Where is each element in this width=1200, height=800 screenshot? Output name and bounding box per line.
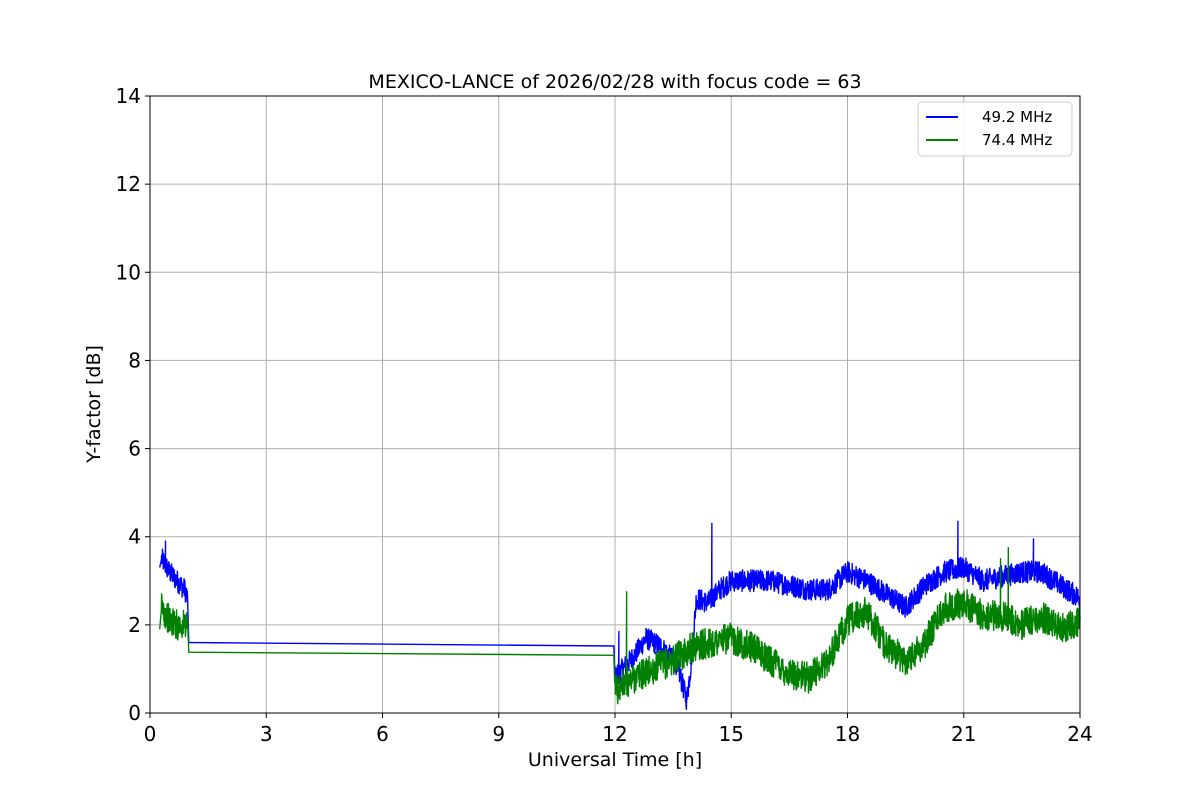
legend-box: [917, 101, 1073, 157]
y-tick-label: 6: [128, 437, 141, 461]
x-tick-label: 18: [835, 722, 860, 746]
x-tick-label: 3: [260, 722, 273, 746]
x-tick-label: 6: [376, 722, 389, 746]
y-tick-label: 10: [116, 260, 141, 284]
y-tick-label: 4: [128, 525, 141, 549]
y-tick-label: 8: [128, 348, 141, 372]
legend-entry-74-4-mhz: 74.4 MHz: [982, 131, 1052, 149]
x-tick-label: 15: [719, 722, 744, 746]
x-tick-label: 9: [492, 722, 505, 746]
x-axis-label: Universal Time [h]: [528, 749, 702, 771]
legend: 49.2 MHz 74.4 MHz: [917, 101, 1073, 157]
x-tick-label: 12: [602, 722, 627, 746]
x-tick-label: 21: [951, 722, 976, 746]
x-tick-label: 24: [1067, 722, 1092, 746]
y-tick-label: 12: [116, 172, 141, 196]
x-tick-label: 0: [144, 722, 157, 746]
series-line-74-4-mhz: [158, 547, 1081, 705]
legend-entry-49-2-mhz: 49.2 MHz: [982, 108, 1052, 126]
chart-title: MEXICO-LANCE of 2026/02/28 with focus co…: [368, 71, 861, 93]
y-tick-label: 0: [128, 701, 141, 725]
y-axis-label: Y-factor [dB]: [83, 345, 105, 464]
series-layer: [158, 520, 1081, 710]
y-tick-label: 14: [116, 84, 141, 108]
y-tick-label: 2: [128, 613, 141, 637]
